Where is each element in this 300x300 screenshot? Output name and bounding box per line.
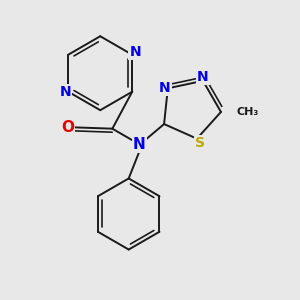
Text: N: N (133, 137, 146, 152)
Text: N: N (129, 45, 141, 59)
Text: S: S (195, 136, 205, 150)
Text: O: O (61, 120, 74, 135)
Text: CH₃: CH₃ (237, 107, 259, 117)
Text: N: N (60, 85, 71, 99)
Text: N: N (159, 81, 171, 95)
Text: N: N (197, 70, 209, 84)
